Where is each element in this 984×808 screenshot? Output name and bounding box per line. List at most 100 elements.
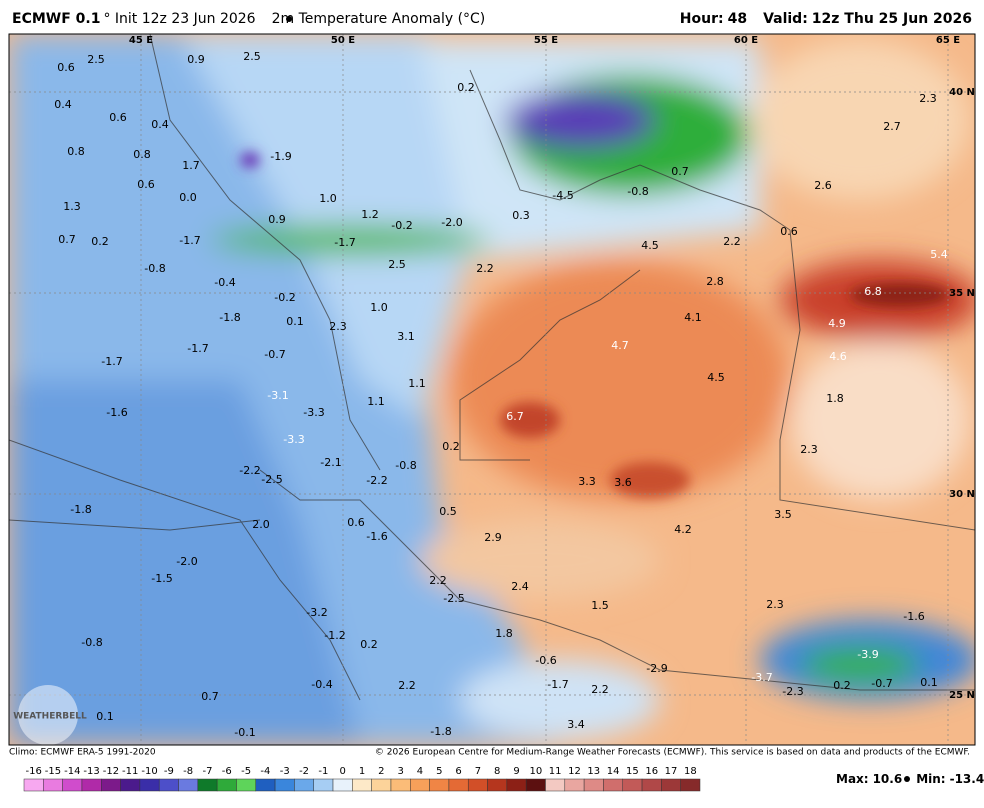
colorbar-label: -11 — [122, 766, 138, 777]
map-label: 0.3 — [512, 209, 530, 222]
map-label: 0.9 — [187, 53, 205, 66]
map-label: 1.8 — [826, 392, 844, 405]
colorbar-label: -1 — [318, 766, 328, 777]
colorbar-label: 2 — [378, 766, 384, 777]
map-label: 2.0 — [252, 518, 270, 531]
map-label: 0.1 — [286, 315, 304, 328]
map-label: 4.5 — [641, 239, 659, 252]
map-label: -3.2 — [306, 606, 327, 619]
colorbar-cell — [390, 778, 411, 792]
map-label: 1.2 — [361, 208, 379, 221]
map-label: 0.4 — [151, 118, 169, 131]
map-label: -1.7 — [334, 236, 355, 249]
map-label: -2.5 — [443, 592, 464, 605]
map-label: 2.5 — [87, 53, 105, 66]
colorbar-cell — [371, 778, 392, 792]
map-label: -3.3 — [283, 433, 304, 446]
colorbar-label: -6 — [222, 766, 232, 777]
colorbar: -16 -15 -14 -13 -12 -11 -10 -9 -8 -7 -6 -5 -4 -3 -2 -1 0… — [23, 766, 701, 792]
map-label: -1.7 — [187, 342, 208, 355]
colorbar-cell — [410, 778, 430, 792]
map-label: 0.6 — [57, 61, 75, 74]
map-label: 1.5 — [591, 599, 609, 612]
map-label: -3.7 — [751, 671, 772, 684]
map-label: 2.2 — [591, 683, 609, 696]
map-label: 2.2 — [398, 679, 416, 692]
colorbar-cell — [43, 778, 63, 792]
map-label: -2.0 — [441, 216, 462, 229]
map-label: 1.1 — [408, 377, 426, 390]
map-label: -0.7 — [871, 677, 892, 690]
colorbar-label: 10 — [529, 766, 542, 777]
map-label: -1.6 — [903, 610, 924, 623]
map-label: 3.6 — [614, 476, 632, 489]
map-frame — [8, 33, 976, 746]
map-labels: 0.6 2.5 0.9 2.5 0.2 0.4 0.6 0.4 0.8 0.8 1.7 -1.9 0.6… — [54, 50, 948, 739]
colorbar-cell — [274, 778, 295, 792]
logo: WEATHERBELL — [13, 712, 87, 722]
colorbar-label: 6 — [455, 766, 461, 777]
map-label: 4.5 — [707, 371, 725, 384]
map-label: -0.4 — [214, 276, 235, 289]
colorbar-label: 13 — [587, 766, 600, 777]
map-label: -1.9 — [270, 150, 291, 163]
colorbar-label: -9 — [164, 766, 174, 777]
colorbar-cell — [506, 778, 527, 792]
colorbar-cell — [120, 778, 141, 792]
init: ° Init 12z 23 Jun 2026 — [103, 11, 255, 27]
colorbar-cell — [622, 778, 643, 792]
geo-label: 60 E — [734, 35, 758, 46]
geo-label: 30 N — [949, 489, 975, 500]
map-label: -2.2 — [366, 474, 387, 487]
climo: Climo: ECMWF ERA-5 1991-2020 — [9, 748, 156, 758]
bullet — [286, 16, 292, 22]
geo-label: 50 E — [331, 35, 355, 46]
map-label: -2.3 — [782, 685, 803, 698]
header-right: Hour: 48 Valid: 12z Thu 25 Jun 2026 — [680, 11, 972, 27]
map-label: -4.5 — [552, 189, 573, 202]
colorbar-label: -3 — [280, 766, 290, 777]
map-label: 0.1 — [920, 676, 938, 689]
map-label: 4.1 — [684, 311, 702, 324]
map-label: -1.7 — [179, 234, 200, 247]
map-label: -1.8 — [219, 311, 240, 324]
valid: 12z Thu 25 Jun 2026 — [812, 11, 972, 27]
map-label: -0.2 — [274, 291, 295, 304]
map-label: 2.3 — [766, 598, 784, 611]
map-label: 4.9 — [828, 317, 846, 330]
colorbar-label: 1 — [359, 766, 365, 777]
colorbar-label: -8 — [183, 766, 193, 777]
logo-mark — [18, 685, 78, 745]
colorbar-cell — [545, 778, 566, 792]
copyright: © 2026 European Centre for Medium-Range … — [375, 748, 970, 758]
colorbar-cell — [313, 778, 334, 792]
map-label: 0.8 — [133, 148, 151, 161]
colorbar-label: -10 — [141, 766, 157, 777]
map-label: 1.0 — [370, 301, 388, 314]
map-label: 2.5 — [388, 258, 406, 271]
colorbar-label: 15 — [626, 766, 639, 777]
map-label: 0.4 — [54, 98, 72, 111]
colorbar-cell — [487, 778, 508, 792]
map-label: 0.6 — [109, 111, 127, 124]
map-label: 2.6 — [814, 179, 832, 192]
colorbar-cell — [158, 778, 179, 792]
map-label: -1.5 — [151, 572, 172, 585]
map-label: 0.2 — [360, 638, 378, 651]
map-label: 2.2 — [476, 262, 494, 275]
colorbar-cell — [197, 778, 218, 792]
colorbar-cell — [62, 778, 83, 792]
colorbar-cell — [352, 778, 372, 792]
colorbar-label: 12 — [568, 766, 581, 777]
colorbar-cell — [680, 778, 701, 792]
colorbar-cell — [101, 778, 121, 792]
map-label: -0.7 — [264, 348, 285, 361]
colorbar-cell — [641, 778, 662, 792]
map-label: -0.2 — [391, 219, 412, 232]
colorbar-cell — [603, 778, 623, 792]
graticule — [9, 34, 975, 745]
bullet — [904, 776, 910, 782]
map-label: 6.8 — [864, 285, 882, 298]
colorbar-cell — [139, 778, 160, 792]
colorbar-cell — [236, 778, 257, 792]
